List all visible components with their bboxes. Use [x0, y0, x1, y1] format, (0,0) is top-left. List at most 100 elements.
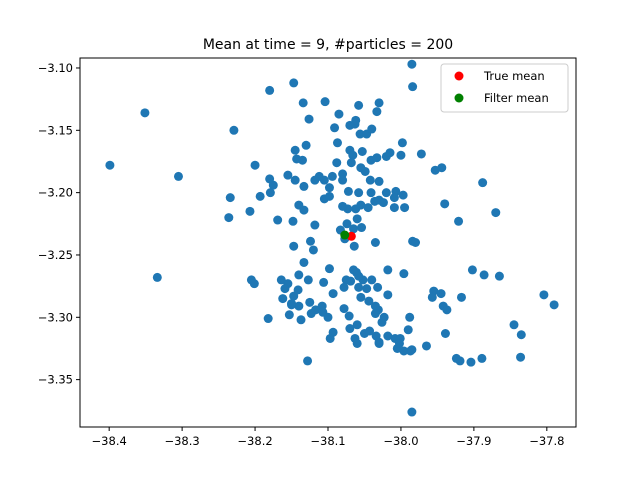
x-tick-label: −38.3	[164, 434, 199, 448]
legend-filter-mean-label: Filter mean	[484, 91, 549, 105]
particle-point	[332, 158, 342, 168]
particle-point	[549, 300, 559, 310]
particle-point	[290, 145, 300, 155]
particle-point	[430, 165, 440, 175]
particle-points	[105, 59, 559, 417]
particle-point	[374, 98, 384, 108]
particle-point	[224, 213, 234, 223]
particle-point	[357, 223, 367, 233]
particle-point	[356, 163, 366, 173]
particle-point	[305, 297, 315, 307]
particle-point	[400, 203, 410, 213]
particle-point	[351, 115, 361, 125]
particle-point	[389, 203, 399, 213]
particle-point	[339, 282, 349, 292]
particle-point	[365, 175, 375, 185]
particle-point	[374, 337, 384, 347]
particle-point	[305, 236, 315, 246]
particle-point	[319, 175, 329, 185]
particle-point	[284, 310, 294, 320]
x-tick-label: −38.1	[310, 434, 345, 448]
particle-point	[365, 326, 375, 336]
particle-point	[330, 123, 340, 133]
particle-point	[366, 188, 376, 198]
particle-point	[403, 325, 413, 335]
particle-point	[290, 175, 300, 185]
particle-point	[352, 338, 362, 348]
particle-point	[283, 170, 293, 180]
particle-point	[355, 129, 365, 139]
particle-point	[349, 265, 359, 275]
particle-point	[516, 330, 526, 340]
legend-box	[440, 63, 569, 113]
particle-point	[436, 289, 446, 299]
particle-point	[245, 206, 255, 216]
particle-point	[332, 138, 342, 148]
particle-point	[442, 305, 452, 315]
particle-point	[477, 353, 487, 363]
particle-point	[405, 312, 415, 322]
particle-point	[334, 109, 344, 119]
particle-point	[407, 59, 417, 69]
particle-point	[250, 160, 260, 170]
particle-point	[367, 275, 377, 285]
particle-point	[344, 311, 354, 321]
particle-point	[303, 275, 313, 285]
particle-point	[323, 312, 333, 322]
particle-point	[385, 148, 395, 158]
particle-point	[516, 352, 526, 362]
particle-point	[494, 271, 504, 281]
particle-point	[324, 191, 334, 201]
particle-point	[319, 277, 329, 287]
particle-point	[374, 176, 384, 186]
particle-point	[362, 284, 372, 294]
particle-point	[324, 183, 334, 193]
particle-point	[354, 282, 364, 292]
particle-point	[440, 329, 450, 339]
particle-point	[225, 193, 235, 203]
particle-point	[338, 201, 348, 211]
axis-ticks: −38.4 −38.3 −38.2 −38.1 −38.0 −37.9 −37.8 −3.10…	[38, 61, 565, 448]
particle-point	[324, 264, 334, 274]
particle-point	[421, 341, 431, 351]
particle-point	[378, 198, 388, 208]
particle-point	[327, 171, 337, 181]
particle-point	[407, 345, 417, 355]
particle-point	[105, 160, 115, 170]
particle-point	[289, 291, 299, 301]
chart-title: Mean at time = 9, #particles = 200	[203, 37, 453, 53]
particle-point	[255, 191, 265, 201]
x-tick-label: −38.2	[237, 434, 272, 448]
y-tick-label: −3.20	[38, 186, 73, 200]
particle-point	[479, 270, 489, 280]
particle-point	[294, 301, 304, 311]
particle-point	[416, 149, 426, 159]
particle-point	[320, 97, 330, 107]
particle-point	[338, 169, 348, 179]
particle-point	[265, 188, 275, 198]
particle-point	[411, 238, 421, 247]
particle-point	[539, 290, 549, 300]
particle-point	[372, 107, 382, 117]
particle-point	[273, 215, 283, 225]
particle-point	[298, 98, 308, 108]
particle-point	[398, 190, 408, 200]
particle-point	[509, 320, 519, 330]
legend-true-mean-label: True mean	[483, 69, 545, 83]
particle-point	[293, 285, 303, 295]
particle-point	[381, 188, 391, 198]
particle-point	[379, 312, 389, 322]
x-tick-label: −37.9	[456, 434, 491, 448]
particle-point	[396, 150, 406, 160]
x-tick-label: −38.4	[92, 434, 127, 448]
particle-point	[454, 216, 464, 226]
particle-point	[292, 154, 302, 164]
y-tick-label: −3.35	[38, 373, 73, 387]
particle-point	[466, 357, 476, 367]
particle-point	[478, 178, 488, 188]
particle-point	[354, 188, 364, 198]
particle-point	[354, 100, 364, 110]
particle-point	[349, 241, 359, 251]
particle-point	[343, 186, 353, 196]
